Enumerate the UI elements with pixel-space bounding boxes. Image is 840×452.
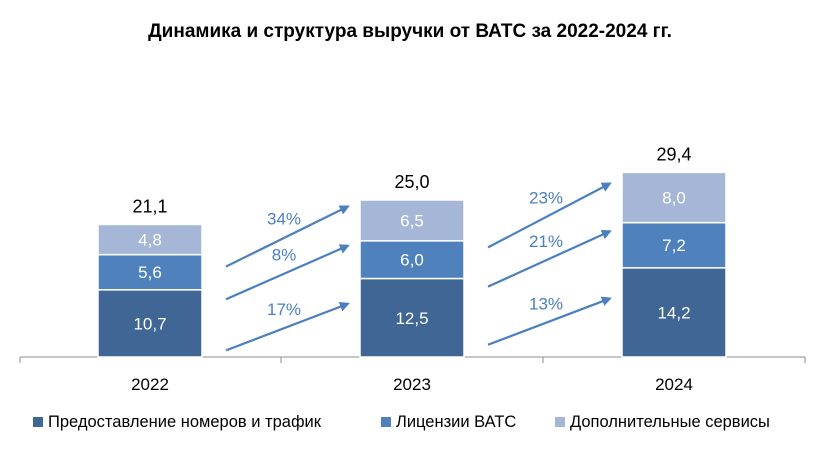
growth-label: 21% <box>529 232 563 251</box>
legend: Предоставление номеров и трафик Лицензии … <box>33 413 770 431</box>
bar-segment <box>97 289 203 358</box>
bar-segment <box>359 199 465 242</box>
chart-title: Динамика и структура выручки от ВАТС за … <box>148 21 672 42</box>
bar-segment-label: 14,2 <box>657 303 690 322</box>
growth-arrow <box>487 296 612 346</box>
x-tick-label: 2023 <box>393 375 431 394</box>
bar-segment-label: 8,0 <box>662 188 686 207</box>
growth-label: 13% <box>529 295 563 314</box>
legend-swatch <box>555 417 565 427</box>
bar-segment-label: 10,7 <box>133 314 166 333</box>
bar-segment <box>621 171 727 224</box>
bar-segment-label: 6,0 <box>400 251 424 270</box>
growth-label: 23% <box>529 188 563 207</box>
growth-label: 8% <box>272 245 297 264</box>
legend-label: Предоставление номеров и трафик <box>48 413 322 431</box>
bar-total-label: 25,0 <box>394 172 429 192</box>
growth-label: 34% <box>267 209 301 228</box>
bar-segment-label: 12,5 <box>395 309 428 328</box>
bar-total-label: 21,1 <box>132 196 167 216</box>
legend-label: Лицензии ВАТС <box>396 413 516 431</box>
plot-area: 10,7 5,6 4,8 21,1 2022 12,5 6,0 6,5 25,0 2023 14,2… <box>19 144 806 394</box>
legend-swatch <box>33 417 43 427</box>
growth-label: 17% <box>267 300 301 319</box>
x-tick-label: 2022 <box>131 375 169 394</box>
x-tick-label: 2024 <box>655 375 693 394</box>
bar-segment-label: 5,6 <box>138 263 162 282</box>
bar-segment <box>97 223 203 256</box>
growth-arrow <box>225 205 350 268</box>
bar-segment <box>97 253 203 291</box>
bar-total-label: 29,4 <box>656 144 691 164</box>
growth-arrow <box>225 244 350 301</box>
growth-arrow <box>487 182 612 249</box>
legend-label: Дополнительные сервисы <box>570 413 770 431</box>
bar-segment-label: 7,2 <box>662 236 686 255</box>
legend-swatch <box>381 417 391 427</box>
growth-arrow <box>225 301 350 352</box>
bar-segment <box>621 267 727 358</box>
growth-arrow <box>487 229 612 288</box>
bar-segment-label: 6,5 <box>400 211 424 230</box>
bar-segment-label: 4,8 <box>138 231 162 250</box>
bar-segment <box>621 221 727 269</box>
